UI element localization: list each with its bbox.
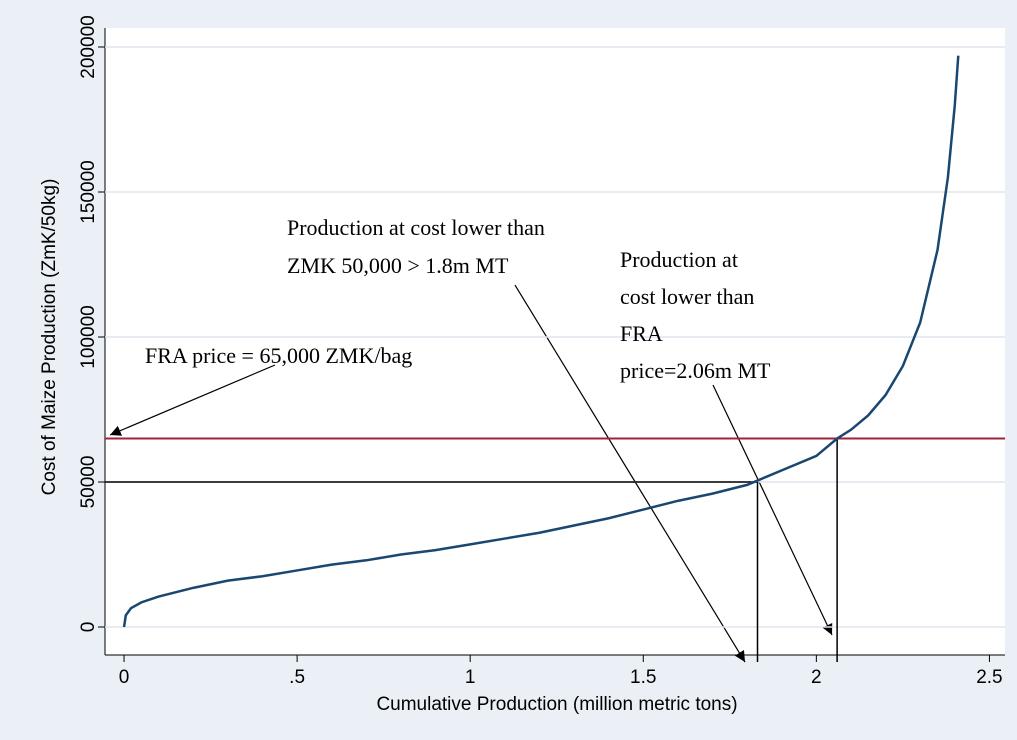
y-tick-label: 200000 [78, 15, 99, 78]
x-tick-label: .5 [289, 667, 305, 688]
y-tick-label: 0 [78, 622, 99, 633]
x-tick-label: 1 [465, 667, 476, 688]
arrow [109, 364, 276, 436]
y-axis-label: Cost of Maize Production (ZmK/50kg) [39, 179, 60, 496]
line [122, 55, 960, 628]
annotation: Production at cost lower than [287, 215, 545, 240]
annotation: cost lower than [620, 284, 754, 309]
x-tick-label: 1.5 [630, 667, 656, 688]
arrow [712, 384, 833, 636]
annotation: ZMK 50,000 > 1.8m MT [287, 253, 509, 278]
annotation: FRA [620, 321, 663, 346]
y-tick-label: 150000 [78, 160, 99, 223]
x-tick-label: 0 [119, 667, 130, 688]
plot-area [105, 28, 1005, 655]
annotation: Production at [620, 247, 738, 272]
x-tick-label: 2 [811, 667, 822, 688]
x-tick-label: 2.5 [976, 667, 1002, 688]
x-axis-label: Cumulative Production (million metric to… [376, 694, 737, 715]
y-tick-label: 50000 [78, 456, 99, 509]
arrow [514, 284, 746, 663]
annotation: price=2.06m MT [620, 358, 771, 383]
y-tick-label: 100000 [78, 305, 99, 368]
annotation: FRA price = 65,000 ZMK/bag [145, 343, 412, 368]
